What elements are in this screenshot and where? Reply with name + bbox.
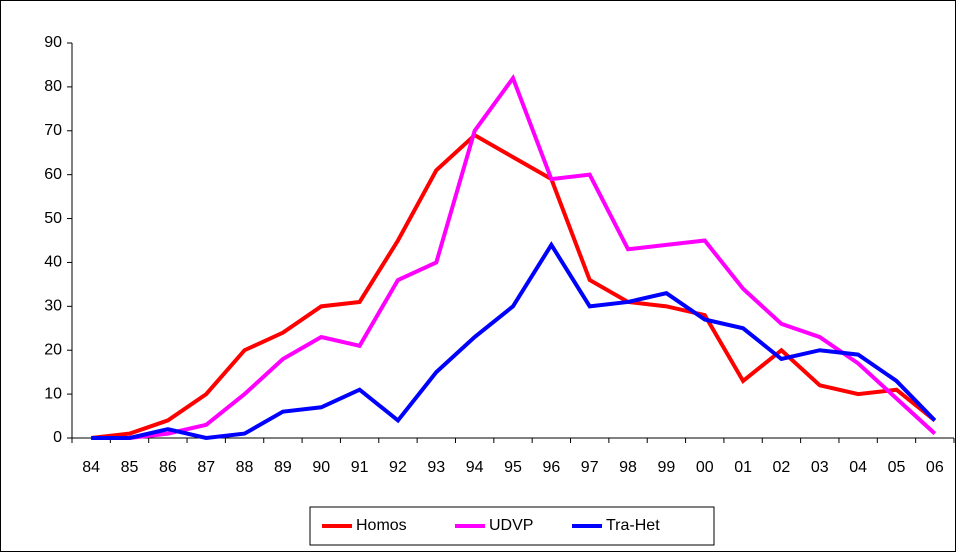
y-tick-label: 10 (44, 385, 62, 402)
x-tick-label: 98 (619, 459, 637, 476)
x-tick-label: 94 (466, 459, 484, 476)
x-tick-label: 88 (236, 459, 254, 476)
x-tick-label: 01 (734, 459, 752, 476)
y-tick-label: 30 (44, 298, 62, 315)
legend-label: Homos (356, 517, 407, 534)
x-tick-label: 87 (197, 459, 215, 476)
x-tick-label: 93 (427, 459, 445, 476)
y-tick-label: 60 (44, 166, 62, 183)
y-tick-label: 20 (44, 341, 62, 358)
x-tick-label: 00 (696, 459, 714, 476)
x-tick-label: 84 (82, 459, 100, 476)
series-line (90, 132, 937, 440)
x-tick-label: 85 (121, 459, 139, 476)
x-tick-label: 91 (351, 459, 369, 476)
y-tick-label: 70 (44, 122, 62, 139)
legend-label: Tra-Het (606, 517, 660, 534)
series-line (91, 73, 937, 440)
x-tick-label: 97 (581, 459, 599, 476)
y-tick-label: 40 (44, 254, 62, 271)
y-tick-label: 90 (44, 34, 62, 51)
series-line (91, 241, 937, 441)
legend-box (309, 506, 715, 546)
x-tick-label: 92 (389, 459, 407, 476)
y-tick-label: 0 (53, 429, 62, 446)
x-tick-label: 02 (773, 459, 791, 476)
x-tick-label: 99 (657, 459, 675, 476)
x-tick-label: 86 (159, 459, 177, 476)
x-tick-label: 90 (312, 459, 330, 476)
x-tick-label: 89 (274, 459, 292, 476)
x-tick-label: 05 (888, 459, 906, 476)
legend-label: UDVP (489, 517, 533, 534)
x-tick-label: 06 (926, 459, 944, 476)
x-tick-label: 96 (542, 459, 560, 476)
y-tick-label: 80 (44, 78, 62, 95)
x-tick-label: 03 (811, 459, 829, 476)
y-tick-label: 50 (44, 210, 62, 227)
x-tick-label: 95 (504, 459, 522, 476)
x-tick-label: 04 (849, 459, 867, 476)
